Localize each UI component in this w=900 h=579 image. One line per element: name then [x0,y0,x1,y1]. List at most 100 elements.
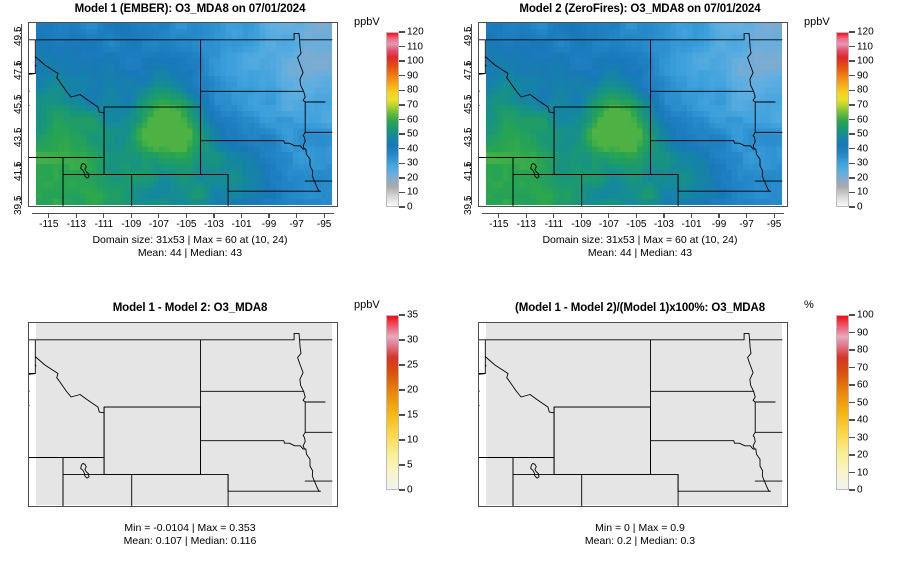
stats-line-1: Min = 0 | Max = 0.9 [595,522,685,534]
x-axis-tick-label: -105 [176,219,197,230]
y-axis-tick [466,29,471,31]
colorbar-tick [849,206,855,208]
colorbar-tick [399,489,405,491]
y-axis-tick [466,164,471,166]
x-axis-tick [690,213,693,218]
colorbar-tick [849,384,855,386]
colorbar-tick-label: 50 [857,128,869,140]
ozone-field [36,23,332,205]
y-axis-tick [16,197,21,200]
x-axis-tick-label: -113 [66,219,86,230]
ozone-grid-canvas [486,23,782,205]
x-axis-line [482,213,784,215]
x-axis-line [32,213,334,215]
panel-title: Model 1 (EMBER): O3_MDA8 on 07/01/2024 [74,3,306,15]
y-axis-line [471,24,473,205]
x-axis-tick [75,213,77,218]
colorbar-tick [399,60,405,62]
x-axis-tick [323,213,325,218]
colorbar-tick [399,389,405,391]
y-axis-tick [466,97,471,99]
x-axis-tick-label: -111 [544,219,564,230]
stats-line-1: Domain size: 31x53 | Max = 60 at (10, 24… [542,234,738,246]
y-axis-tick-label: 39.5 [463,195,474,215]
x-axis-tick-label: -95 [766,219,782,230]
stats-line-1: Domain size: 31x53 | Max = 60 at (10, 24… [92,234,288,246]
colorbar-unit-label: ppbV [354,299,380,311]
panel-stats: Domain size: 31x53 | Max = 60 at (10, 24… [14,234,366,259]
difference-field [36,323,332,505]
colorbar-tick [849,331,855,334]
colorbar-tick [399,133,405,135]
colorbar-tick [849,419,855,421]
x-axis-tick [240,213,243,218]
y-axis-tick [16,29,21,31]
colorbar-tick [399,439,405,441]
y-axis-tick-label: 49.5 [13,26,24,47]
colorbar-tick-label: 25 [407,359,419,371]
x-axis-tick-label: -109 [121,219,142,230]
x-axis-tick [48,213,50,218]
colorbar-tick [849,349,855,351]
x-axis-tick [663,213,665,218]
colorbar-tick-label: 70 [857,99,869,111]
colorbar-tick-label: 20 [857,172,869,184]
panel-stats: Min = 0 | Max = 0.9 Mean: 0.2 | Median: … [464,522,816,547]
colorbar-tick [849,60,855,62]
colorbar-tick [849,75,855,77]
x-axis-tick-label: -101 [231,219,252,230]
colorbar-tick-label: 20 [857,449,869,461]
colorbar-tick [399,177,405,179]
colorbar-tick [399,339,405,341]
colorbar-tick-label: 60 [407,114,419,125]
colorbar-tick-label: 10 [857,467,869,478]
colorbar: ppbV 0 5 10 15 20 25 30 35 [354,299,450,505]
stats-line-2: Mean: 0.2 | Median: 0.3 [584,534,696,547]
x-axis-tick [268,213,270,218]
colorbar-tick-label: 10 [857,186,869,198]
colorbar-gradient [836,315,849,490]
stats-line-2: Mean: 44 | Median: 43 [587,246,693,259]
x-axis-tick [608,213,610,218]
y-axis-tick [466,130,471,132]
panel-model-1: Model 1 (EMBER): O3_MDA8 on 07/01/2024 -… [0,0,450,289]
colorbar-tick [399,118,405,121]
colorbar-tick-label: 90 [857,327,869,338]
y-axis-tick [466,63,471,65]
colorbar-tick [849,314,855,316]
colorbar-tick-label: 40 [857,414,869,426]
map-plot-box [478,22,788,207]
colorbar-tick-label: 0 [407,201,413,213]
colorbar-tick-label: 70 [857,362,869,373]
colorbar-tick [849,162,855,164]
colorbar-tick-label: 40 [407,143,419,155]
x-axis-tick-label: -95 [316,219,332,230]
y-axis-tick [16,97,21,99]
x-axis-tick-label: -99 [711,219,727,230]
panel-title: (Model 1 - Model 2)/(Model 1)x100%: O3_M… [514,302,766,314]
colorbar-tick-label: 100 [857,55,874,67]
map-plot-box [28,22,338,207]
panel-stats: Min = -0.0104 | Max = 0.353 Mean: 0.107 … [14,522,366,547]
colorbar-tick [849,104,855,106]
x-axis-tick-label: -97 [739,219,754,230]
colorbar-tick-label: 100 [857,309,874,321]
colorbar-tick [849,89,855,92]
colorbar-tick-label: 10 [407,434,419,446]
y-axis-tick-label: 43.5 [13,127,24,148]
colorbar-tick [849,147,855,150]
x-axis-tick-label: -97 [289,219,304,230]
x-axis-tick-label: -109 [571,219,592,230]
y-axis-tick [16,63,21,65]
colorbar-tick [849,31,855,33]
y-axis-tick-label: 39.5 [13,195,24,215]
colorbar-tick-label: 80 [407,84,419,96]
y-axis-tick [16,130,21,132]
colorbar-tick [399,45,405,48]
x-axis-tick [130,213,132,218]
colorbar-gradient [386,315,399,490]
colorbar-tick [399,162,405,164]
colorbar-tick-label: 35 [407,309,419,321]
colorbar-tick-label: 0 [407,484,413,496]
